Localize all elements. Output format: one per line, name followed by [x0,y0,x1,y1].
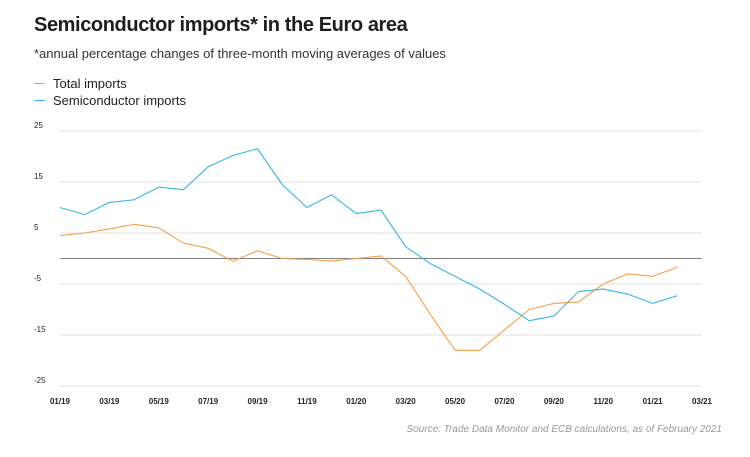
y-tick-label: -5 [34,274,42,283]
legend-swatch-semiconductor-imports [34,100,45,101]
x-tick-label: 11/20 [593,397,613,406]
series-line-total-imports [59,223,678,351]
x-tick-label: 05/19 [149,397,170,406]
chart-subtitle: *annual percentage changes of three-mont… [34,46,446,61]
x-tick-label: 01/21 [643,397,664,406]
x-tick-label: 11/19 [297,397,317,406]
x-tick-label: 01/20 [346,397,367,406]
x-tick-label: 03/20 [396,397,417,406]
x-tick-label: 03/21 [692,397,713,406]
series-line-semiconductor-imports [59,148,678,322]
legend-item-total-imports: Total imports [34,75,186,92]
legend-item-semiconductor-imports: Semiconductor imports [34,92,186,109]
chart-title: Semiconductor imports* in the Euro area [34,14,408,36]
source-note: Source: Trade Data Monitor and ECB calcu… [406,424,722,435]
y-tick-label: -25 [34,376,46,385]
x-tick-label: 07/20 [494,397,515,406]
x-tick-label: 09/19 [248,397,269,406]
x-tick-label: 03/19 [99,397,120,406]
y-tick-label: 15 [34,172,43,181]
x-tick-label: 01/19 [50,397,71,406]
y-tick-label: 5 [34,223,39,232]
y-tick-label: -15 [34,325,46,334]
x-tick-label: 05/20 [445,397,466,406]
legend-label-total-imports: Total imports [53,76,127,91]
y-tick-label: 25 [34,121,43,130]
x-tick-label: 09/20 [544,397,565,406]
legend-swatch-total-imports [34,83,45,84]
x-tick-label: 07/19 [198,397,219,406]
legend: Total imports Semiconductor imports [34,75,186,109]
legend-label-semiconductor-imports: Semiconductor imports [53,93,186,108]
